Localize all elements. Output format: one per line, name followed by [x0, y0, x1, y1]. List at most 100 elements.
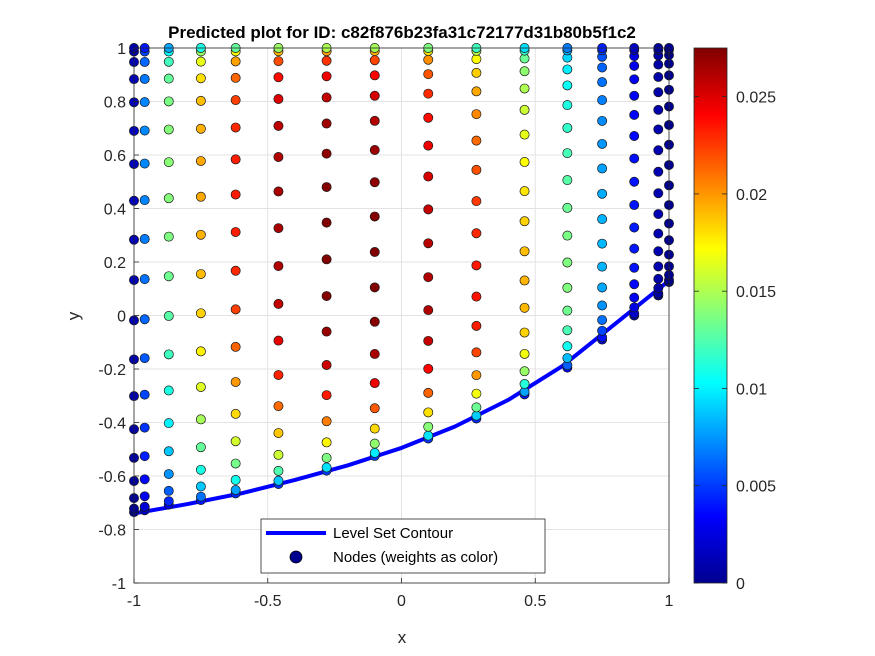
node-point: [423, 272, 434, 283]
colorbar-tick-label: 0.015: [736, 284, 776, 301]
node-point: [597, 188, 608, 199]
node-point: [139, 314, 150, 325]
node-point: [471, 410, 482, 421]
node-point: [139, 125, 150, 136]
node-point: [562, 148, 573, 159]
node-point: [471, 164, 482, 175]
node-point: [195, 229, 206, 240]
node-point: [321, 182, 332, 192]
node-point: [423, 112, 434, 123]
node-point: [653, 166, 664, 177]
node-point: [273, 152, 284, 162]
legend-entry-nodes: Nodes (weights as color): [333, 549, 498, 566]
node-point: [519, 366, 530, 377]
y-tick-label: 0.4: [104, 202, 126, 219]
node-point: [230, 377, 241, 387]
node-point: [273, 335, 284, 346]
node-point: [471, 86, 482, 97]
node-point: [195, 95, 206, 106]
node-point: [423, 363, 434, 374]
node-point: [321, 254, 332, 265]
node-point: [562, 282, 573, 293]
node-point: [653, 209, 664, 219]
node-point: [597, 62, 608, 73]
node-point: [519, 348, 530, 359]
node-point: [369, 115, 380, 126]
node-point: [653, 124, 664, 135]
node-point: [423, 238, 434, 249]
node-point: [519, 246, 530, 257]
node-point: [273, 475, 284, 486]
node-point: [562, 64, 573, 75]
node-point: [519, 275, 530, 286]
node-point: [653, 188, 664, 199]
node-point: [230, 485, 241, 495]
node-point: [230, 56, 241, 67]
node-point: [471, 291, 482, 302]
node-point: [163, 496, 174, 507]
node-point: [139, 74, 150, 84]
node-point: [562, 257, 573, 268]
node-point: [519, 379, 530, 389]
x-tick-label: -1: [127, 593, 141, 610]
node-point: [597, 261, 608, 272]
node-point: [163, 193, 174, 204]
node-point: [471, 388, 482, 399]
colorbar-tick-label: 0.01: [736, 381, 767, 398]
node-point: [471, 402, 482, 413]
y-tick-label: -0.4: [98, 416, 126, 433]
node-point: [139, 274, 150, 285]
node-point: [562, 341, 573, 352]
node-point: [471, 67, 482, 78]
node-point: [369, 378, 380, 389]
node-point: [597, 300, 608, 311]
node-point: [629, 131, 640, 141]
node-point: [321, 462, 332, 473]
node-point: [629, 153, 640, 164]
colorbar-ticks: 0 0.005 0.01 0.015 0.02 0.025: [694, 90, 776, 593]
node-point: [321, 416, 332, 427]
node-point: [139, 353, 150, 364]
node-point: [273, 223, 284, 234]
node-point: [653, 87, 664, 98]
node-point: [471, 347, 482, 358]
node-point: [629, 302, 640, 313]
legend: Level Set Contour Nodes (weights as colo…: [260, 518, 546, 574]
node-point: [321, 291, 332, 301]
node-point: [273, 401, 284, 412]
node-point: [597, 77, 608, 88]
node-point: [273, 428, 284, 438]
node-point: [369, 316, 380, 327]
node-point: [653, 261, 664, 272]
node-point: [562, 202, 573, 213]
node-point: [163, 271, 174, 282]
node-point: [273, 186, 284, 197]
node-point: [321, 148, 332, 159]
node-point: [139, 451, 150, 462]
node-point: [423, 387, 434, 398]
node-point: [471, 370, 482, 381]
node-point: [321, 55, 332, 66]
node-point: [562, 305, 573, 316]
node-point: [653, 246, 664, 257]
colorbar-gradient: [693, 47, 728, 584]
node-point: [139, 422, 150, 433]
node-point: [597, 115, 608, 126]
node-point: [321, 360, 332, 370]
node-point: [423, 69, 434, 80]
node-point: [562, 230, 573, 241]
node-point: [423, 140, 434, 151]
x-tick-label: 1: [665, 593, 674, 610]
legend-marker-swatch: [289, 550, 303, 564]
node-point: [519, 216, 530, 227]
node-point: [653, 71, 664, 82]
node-point: [519, 302, 530, 313]
x-tick-label: -0.5: [254, 593, 282, 610]
node-point: [562, 80, 573, 91]
node-point: [519, 104, 530, 115]
node-point: [471, 320, 482, 331]
node-point: [562, 122, 573, 133]
node-point: [321, 390, 332, 401]
node-point: [195, 382, 206, 393]
node-point: [273, 465, 284, 476]
